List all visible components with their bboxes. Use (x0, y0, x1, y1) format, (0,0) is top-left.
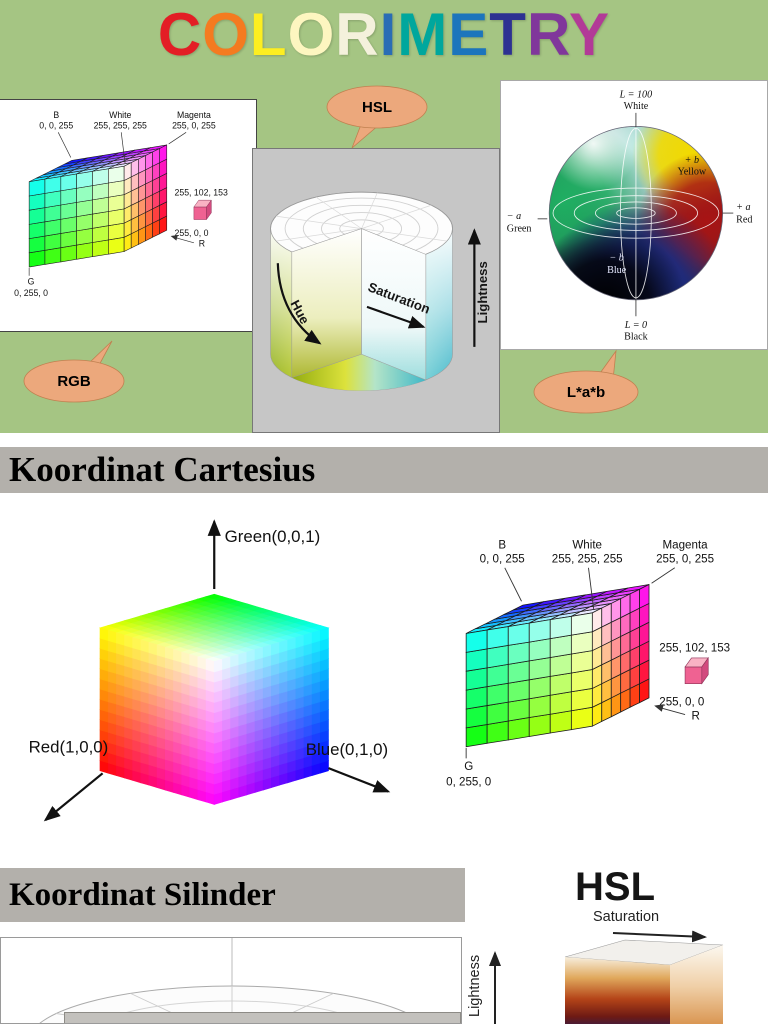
saturation-label: Saturation (593, 909, 659, 925)
hsl-mini-title: HSL (575, 865, 655, 909)
page-title: COLORIMETRY (157, 1, 611, 68)
lab-sphere-figure: L = 100 White + b Yellow + a Red − a Gre… (507, 89, 753, 342)
lightness-label: Lightness (467, 955, 483, 1017)
cylinder-top-figure-cropped (0, 937, 462, 1024)
white-corner-label: White (109, 110, 131, 120)
white-corner-value: 255, 255, 255 (552, 554, 623, 566)
section-title-silinder: Koordinat Silinder (0, 868, 465, 922)
blue-axis-label: Blue(0,1,0) (306, 740, 388, 759)
rgb-color-cube-smooth (98, 593, 330, 805)
magenta-corner-label: Magenta (177, 110, 211, 120)
lab-bubble-label: L*a*b (567, 384, 605, 401)
b-corner-value: 0, 0, 255 (39, 120, 73, 130)
white-label: White (624, 101, 649, 112)
r-axis-arrow (654, 704, 664, 712)
plus-a-label: + a (736, 202, 750, 213)
rgb-cube-panel: B 0, 0, 255 White 255, 255, 255 Magenta … (0, 99, 257, 332)
sphere-graticule (552, 126, 720, 300)
minus-b-label: − b (609, 252, 623, 263)
rgb-color-cube (28, 144, 168, 268)
hsl-callout-bubble: HSL (322, 84, 434, 159)
magenta-corner-label: Magenta (663, 539, 709, 551)
green-axis-label: Green(0,0,1) (225, 527, 321, 546)
black-label: Black (624, 331, 649, 342)
b-corner-value: 0, 0, 255 (480, 554, 525, 566)
red-corner-value: 255, 0, 0 (659, 697, 704, 709)
rgb-cube-figure-small: B 0, 0, 255 White 255, 255, 255 Magenta … (14, 110, 228, 298)
slab-front-face (565, 957, 670, 1024)
r-axis-label: R (692, 711, 700, 723)
lightness-label: Lightness (475, 261, 490, 323)
red-axis-arrow (43, 772, 104, 822)
white-corner-value: 255, 255, 255 (94, 120, 147, 130)
r-axis-label: R (199, 239, 205, 249)
rgb-cube-figure-large: B 0, 0, 255 White 255, 255, 255 Magenta … (446, 539, 730, 788)
hsl-bubble-label: HSL (362, 99, 392, 116)
red-corner-value: 255, 0, 0 (175, 228, 209, 238)
rgb-axis-cube-figure: Green(0,0,1) Blue(0,1,0) Red(1,0,0) (29, 519, 391, 822)
b-corner-label: B (498, 539, 506, 551)
saturation-cut-face (361, 228, 427, 381)
l100-label: L = 100 (619, 89, 652, 100)
b-corner-label: B (53, 110, 59, 120)
next-figure-gray-edge (64, 1012, 461, 1023)
g-corner-value: 0, 255, 0 (14, 288, 48, 298)
pink-sample-value: 255, 102, 153 (659, 642, 730, 654)
white-corner-label: White (572, 539, 602, 551)
saturation-arrow (612, 930, 707, 943)
minus-a-label: − a (507, 211, 521, 222)
hue-arrow (276, 263, 322, 345)
pink-sample-cube-icon (193, 199, 212, 221)
blue-label: Blue (607, 265, 627, 276)
rgb-callout-bubble: RGB (19, 337, 131, 408)
magenta-corner-value: 255, 0, 255 (656, 554, 714, 566)
g-corner-label: G (464, 761, 473, 773)
pink-sample-value: 255, 102, 153 (175, 187, 228, 197)
red-axis-label: Red(1,0,0) (29, 738, 109, 757)
red-label: Red (736, 215, 752, 226)
hsl-cylinder-panel: Saturation Lightness Hue (252, 148, 500, 433)
section-title-cartesius: Koordinat Cartesius (0, 447, 768, 493)
l0-label: L = 0 (624, 320, 647, 331)
g-corner-value: 0, 255, 0 (446, 776, 491, 788)
pink-sample-cube-icon (684, 656, 709, 685)
lab-sphere-panel: L = 100 White + b Yellow + a Red − a Gre… (500, 80, 768, 350)
r-axis-arrow (170, 235, 178, 241)
slab-side-face (670, 945, 723, 1024)
rgb-bubble-label: RGB (57, 373, 91, 390)
saturation-arrow (366, 305, 426, 329)
lab-callout-bubble: L*a*b (528, 346, 650, 419)
hsl-mini-figure: HSL Saturation Lightness (465, 845, 768, 1024)
hsl-cylinder-figure: Saturation Lightness Hue (270, 191, 490, 391)
lab-color-sphere (549, 126, 723, 300)
yellow-label: Yellow (677, 167, 706, 178)
plus-b-label: + b (685, 155, 699, 166)
blue-axis-arrow (328, 767, 391, 793)
rgb-color-cube (465, 583, 650, 748)
green-label: Green (507, 223, 532, 234)
g-corner-label: G (28, 276, 35, 286)
magenta-corner-value: 255, 0, 255 (172, 120, 216, 130)
